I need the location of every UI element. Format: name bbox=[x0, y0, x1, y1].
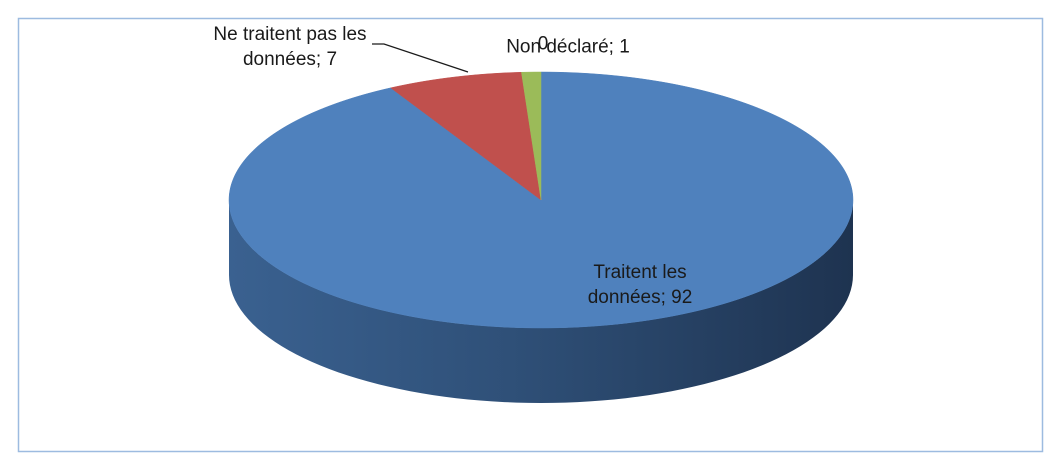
data-label: Ne traitent pas les données; 7 bbox=[213, 24, 367, 70]
leader-line bbox=[372, 43, 469, 73]
data-label: 0 bbox=[537, 33, 549, 55]
data-label: Non déclaré; 1 bbox=[506, 36, 630, 58]
pie bbox=[228, 71, 854, 403]
slice bbox=[521, 71, 542, 201]
data-label: Traitent les données; 92 bbox=[587, 262, 693, 308]
slice bbox=[390, 71, 542, 201]
slice-side bbox=[229, 200, 853, 403]
